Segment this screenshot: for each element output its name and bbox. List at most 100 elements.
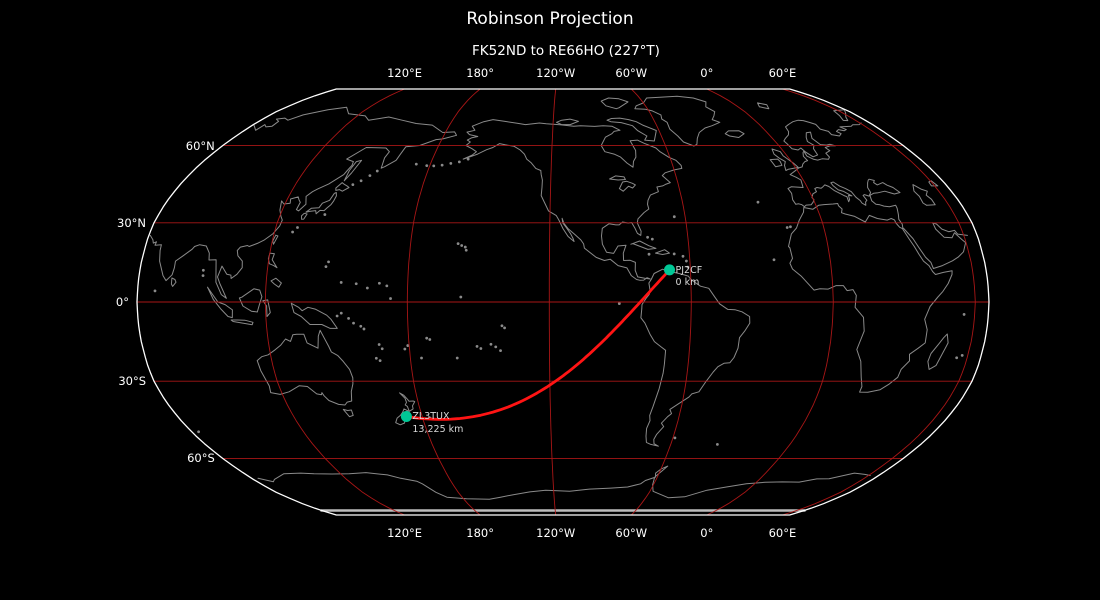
coastline <box>640 268 751 447</box>
island-dot <box>789 225 792 229</box>
island-dot <box>475 344 479 348</box>
island-dot <box>377 281 381 285</box>
coastline <box>757 102 770 110</box>
coastline <box>771 148 799 171</box>
coastline <box>912 184 936 206</box>
coastline <box>270 277 282 288</box>
island-dot <box>440 163 444 167</box>
meridian-line <box>548 88 557 516</box>
island-dot <box>201 274 205 277</box>
page-subtitle: FK52ND to RE66HO (227°T) <box>472 43 660 59</box>
coastline <box>230 319 254 326</box>
island-dot <box>201 268 205 272</box>
island-dot <box>772 258 776 262</box>
lon-tick-bottom: 60°W <box>615 526 648 540</box>
island-dot <box>359 179 363 183</box>
island-dot <box>374 356 378 360</box>
island-dot <box>428 338 432 341</box>
island-dot <box>362 327 366 331</box>
island-dot <box>368 174 372 178</box>
coastline <box>342 408 354 418</box>
island-dot <box>365 286 369 290</box>
island-dot <box>962 313 966 316</box>
island-dot <box>339 281 343 284</box>
map-boundary <box>136 88 990 516</box>
island-dot <box>650 237 654 241</box>
lon-tick-bottom: 120°E <box>387 526 423 540</box>
island-dot <box>406 344 410 347</box>
island-dot <box>352 321 355 325</box>
island-dot <box>449 161 453 165</box>
island-dot <box>489 342 493 346</box>
island-dot <box>375 169 379 173</box>
island-dot <box>457 160 461 164</box>
coastline <box>630 240 657 250</box>
island-dot <box>456 242 460 246</box>
coastline <box>462 119 683 281</box>
lat-tick-left: 30°S <box>118 374 147 389</box>
island-dot <box>425 164 429 168</box>
island-dot <box>617 302 621 305</box>
coastline <box>609 175 626 181</box>
coastline <box>149 106 968 299</box>
station-callsign-label: ZL3TUX <box>412 411 450 423</box>
coastline <box>556 118 579 126</box>
station-distance-label: 0 km <box>675 277 700 289</box>
island-dot <box>197 430 201 434</box>
island-dot <box>455 356 459 360</box>
coastline <box>833 109 849 122</box>
island-dot <box>715 443 719 446</box>
lat-tick-left: 60°N <box>185 138 215 153</box>
coastline <box>788 203 953 393</box>
coastline <box>301 212 308 220</box>
coastline <box>207 286 233 319</box>
island-dot <box>377 343 381 346</box>
island-dot <box>960 353 964 357</box>
station-distance-label: 13,225 km <box>412 423 464 435</box>
island-dot <box>339 311 343 315</box>
coastline <box>343 159 363 182</box>
lon-tick-bottom: 120°W <box>536 526 576 540</box>
island-dot <box>686 265 690 269</box>
lon-tick-bottom: 180° <box>466 526 494 540</box>
island-dot <box>785 226 789 229</box>
island-dot <box>503 326 506 330</box>
island-dot <box>296 226 299 229</box>
coastline <box>256 329 354 406</box>
lon-tick-top: 60°E <box>768 66 797 80</box>
island-dot <box>153 289 157 293</box>
coastline <box>618 180 636 192</box>
coastline <box>257 465 871 500</box>
island-dot <box>756 200 760 204</box>
coastline <box>655 249 670 255</box>
lat-tick-left: 0° <box>115 295 129 309</box>
meridian-line <box>630 88 692 516</box>
island-dot <box>385 284 389 288</box>
coastline <box>238 288 263 313</box>
lat-tick-left: 60°S <box>187 451 215 466</box>
meridian-line <box>706 88 834 516</box>
lon-tick-top: 0° <box>700 66 714 80</box>
island-dot <box>327 260 330 264</box>
island-dot <box>389 297 392 300</box>
island-dot <box>681 254 685 258</box>
lon-tick-top: 180° <box>466 66 494 80</box>
island-dot <box>324 265 328 269</box>
island-dot <box>673 436 677 440</box>
coastline <box>290 302 338 329</box>
coastline <box>305 192 337 215</box>
station-marker-zl3tux <box>400 410 412 422</box>
island-dot <box>672 215 676 219</box>
island-dot <box>464 248 468 252</box>
island-dot <box>463 245 467 249</box>
island-dot <box>459 295 463 299</box>
lat-tick-left: 30°N <box>117 215 147 230</box>
island-dot <box>347 316 350 320</box>
island-dot <box>955 356 959 360</box>
island-dot <box>499 349 502 352</box>
coastline <box>928 180 939 187</box>
coastline <box>600 97 629 110</box>
island-dot <box>335 314 339 318</box>
